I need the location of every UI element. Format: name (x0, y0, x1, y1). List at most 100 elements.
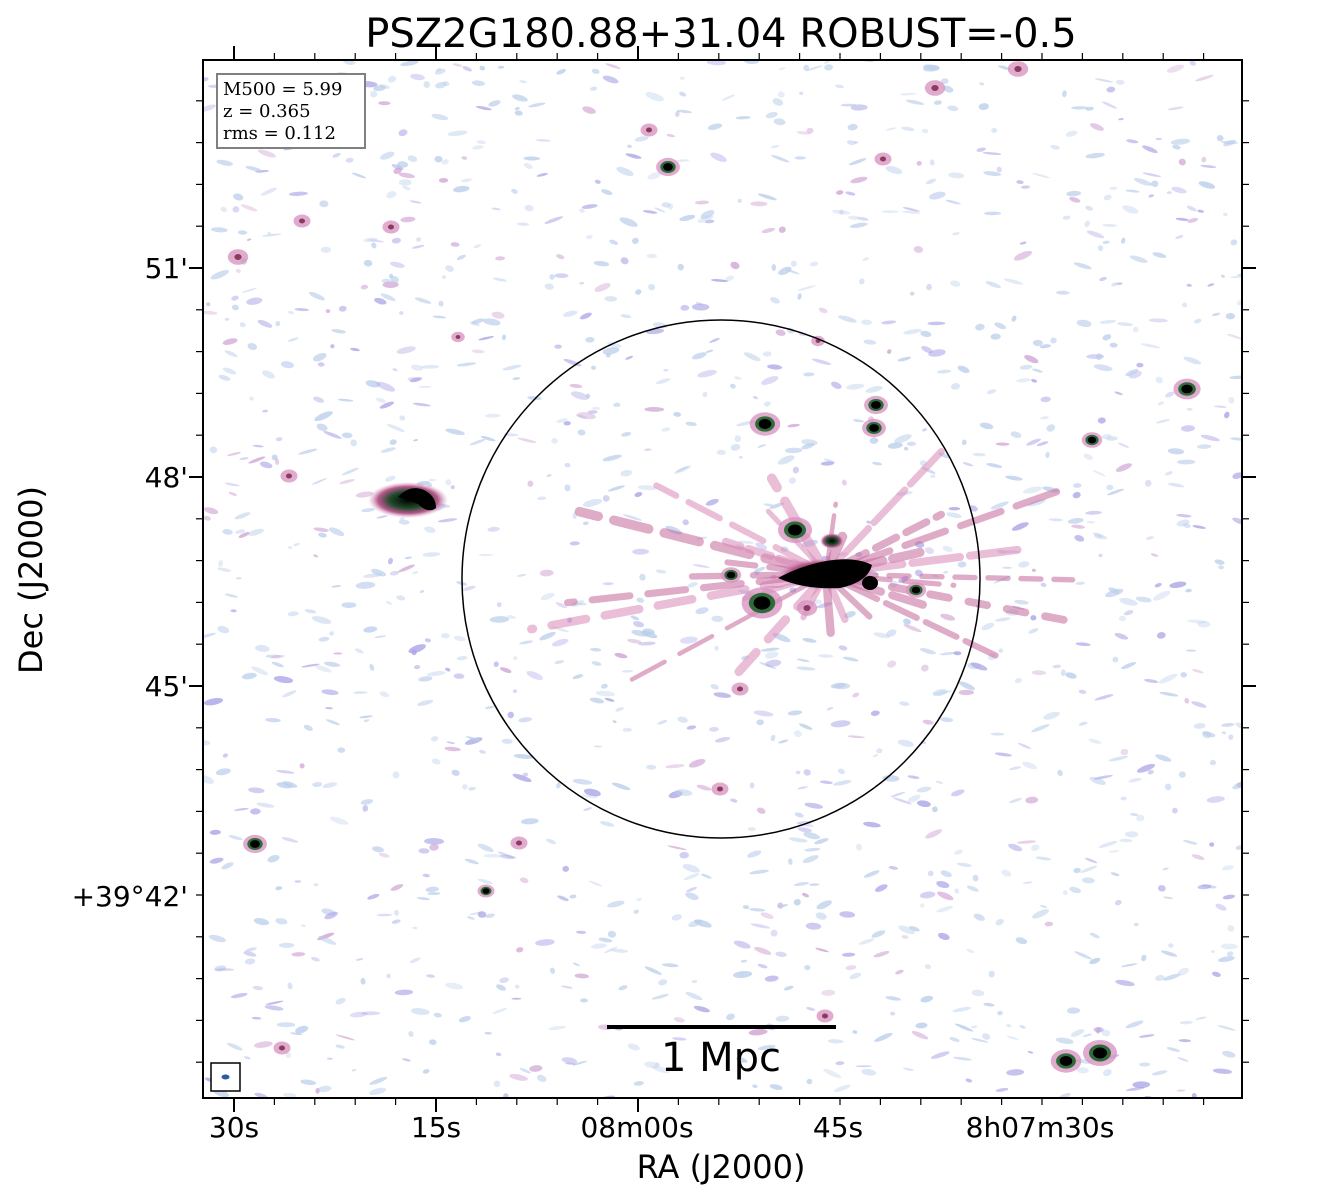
noise-speckle (675, 466, 689, 473)
noise-speckle (1158, 673, 1178, 684)
noise-speckle (1192, 525, 1206, 529)
noise-speckle (593, 260, 610, 267)
noise-speckle (823, 1068, 842, 1079)
noise-speckle (363, 719, 370, 722)
beam-indicator (210, 1062, 241, 1092)
noise-speckle (1024, 355, 1039, 364)
noise-speckle (1109, 186, 1118, 190)
noise-speckle (591, 406, 601, 410)
noise-speckle (282, 781, 298, 788)
noise-speckle (932, 688, 947, 697)
noise-speckle (899, 92, 917, 96)
noise-speckle (769, 502, 785, 509)
noise-speckle (772, 98, 784, 106)
noise-speckle (563, 421, 571, 426)
noise-speckle (770, 144, 780, 149)
noise-speckle (820, 461, 835, 466)
noise-speckle (248, 456, 266, 464)
noise-speckle (493, 661, 499, 667)
noise-speckle (921, 346, 933, 354)
noise-speckle (646, 764, 657, 770)
noise-speckle (841, 479, 847, 486)
noise-speckle (441, 159, 449, 165)
noise-speckle (737, 540, 754, 544)
noise-speckle (885, 165, 903, 175)
noise-speckle (325, 707, 334, 710)
noise-speckle (355, 958, 364, 961)
noise-speckle (311, 616, 332, 624)
noise-speckle (620, 469, 633, 477)
noise-speckle (1176, 514, 1192, 518)
noise-speckle (730, 444, 741, 451)
noise-speckle (276, 1022, 296, 1028)
noise-speckle (224, 593, 239, 598)
noise-speckle (1125, 1020, 1144, 1029)
noise-speckle (583, 788, 601, 797)
noise-speckle (422, 873, 430, 878)
noise-speckle (376, 913, 393, 917)
noise-speckle (396, 346, 416, 354)
noise-speckle (797, 786, 808, 790)
noise-speckle (612, 720, 617, 723)
noise-speckle (1099, 319, 1117, 324)
noise-speckle (562, 865, 570, 872)
point-source (1081, 432, 1103, 448)
noise-speckle (267, 855, 280, 863)
noise-speckle (634, 136, 649, 142)
noise-speckle (757, 444, 767, 448)
noise-speckle (337, 398, 354, 402)
noise-speckle (514, 110, 523, 116)
noise-speckle (394, 989, 414, 996)
noise-speckle (594, 179, 601, 184)
noise-speckle (308, 291, 325, 301)
noise-speckle (986, 463, 1003, 468)
noise-speckle (478, 336, 494, 341)
noise-speckle (753, 566, 766, 573)
noise-speckle (234, 512, 251, 520)
noise-speckle (251, 1016, 262, 1020)
noise-speckle (300, 1079, 317, 1086)
noise-speckle (1083, 453, 1094, 460)
noise-speckle (931, 806, 938, 813)
noise-speckle (1119, 838, 1133, 843)
noise-speckle (1088, 738, 1102, 744)
noise-speckle (673, 411, 682, 417)
noise-speckle (657, 719, 668, 725)
noise-speckle (953, 651, 962, 656)
noise-speckle (588, 880, 603, 887)
noise-speckle (998, 648, 1003, 653)
noise-speckle (978, 103, 989, 111)
noise-speckle (818, 654, 834, 658)
noise-speckle (523, 163, 533, 169)
noise-speckle (580, 998, 588, 1003)
noise-speckle (209, 829, 221, 835)
noise-speckle (582, 521, 589, 526)
noise-speckle (1168, 943, 1174, 948)
noise-speckle (849, 972, 862, 980)
noise-speckle (1027, 499, 1047, 507)
noise-speckle (1060, 669, 1066, 677)
noise-speckle (1133, 922, 1139, 927)
noise-speckle (756, 807, 766, 814)
noise-speckle (331, 329, 346, 334)
noise-speckle (256, 802, 275, 808)
noise-speckle (621, 431, 632, 437)
noise-speckle (870, 710, 880, 716)
noise-speckle (591, 943, 607, 949)
noise-speckle (607, 900, 625, 908)
noise-speckle (265, 654, 282, 659)
noise-speckle (607, 342, 622, 348)
noise-speckle (685, 992, 703, 1001)
noise-speckle (920, 330, 932, 338)
noise-speckle (655, 569, 667, 574)
noise-speckle (806, 1007, 816, 1011)
noise-speckle (293, 542, 300, 547)
point-source (905, 582, 927, 598)
noise-speckle (323, 430, 342, 439)
y-tick-label: 51' (145, 252, 188, 285)
noise-speckle (863, 339, 877, 345)
noise-speckle (1236, 300, 1242, 306)
noise-speckle (948, 172, 965, 179)
noise-speckle (688, 758, 706, 768)
noise-speckle (947, 105, 959, 112)
